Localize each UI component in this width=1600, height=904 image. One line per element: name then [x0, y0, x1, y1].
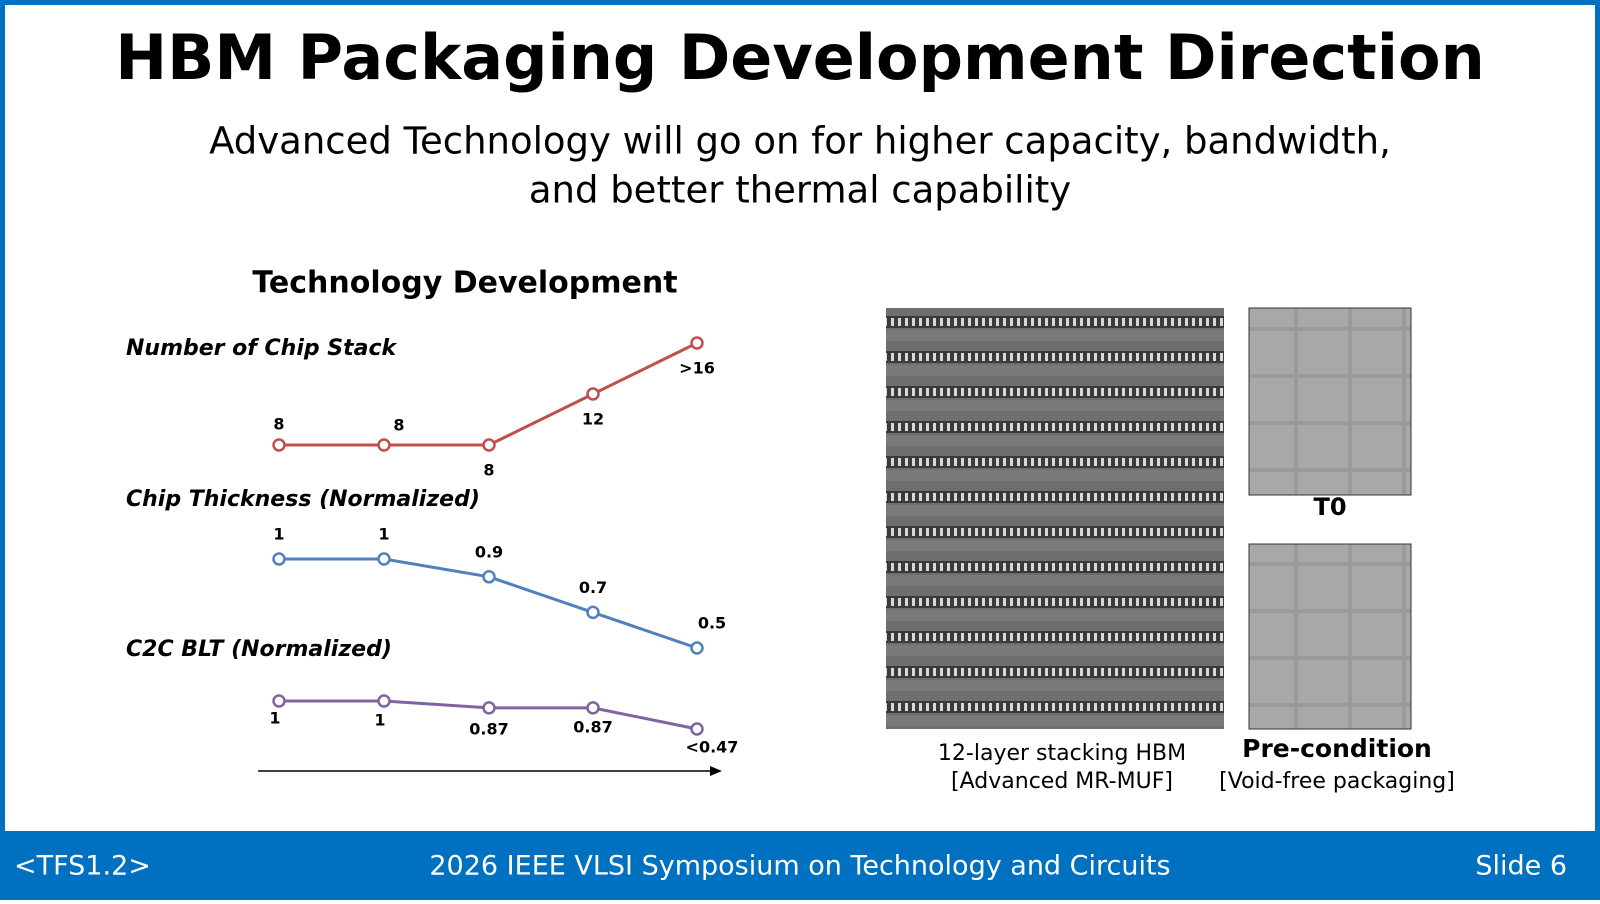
- cross-section-image: [886, 308, 1224, 729]
- data-label: 8: [273, 415, 284, 434]
- data-label: 0.9: [475, 542, 503, 561]
- data-label: 1: [374, 711, 385, 730]
- data-label: >16: [679, 359, 715, 378]
- data-label: 0.87: [469, 719, 508, 738]
- figure-caption: Pre-condition: [1242, 734, 1432, 763]
- x-arrow-head: [710, 766, 722, 776]
- data-label: 1: [269, 709, 280, 728]
- t0-image: [1248, 307, 1412, 496]
- data-label: 1: [378, 525, 389, 544]
- footer-bar: [0, 831, 1600, 900]
- data-label: <0.47: [686, 738, 739, 757]
- slide-title: HBM Packaging Development Direction: [115, 21, 1485, 94]
- data-point: [690, 641, 704, 655]
- figure-caption: [Advanced MR-MUF]: [951, 769, 1173, 794]
- data-point: [586, 387, 600, 401]
- footer-right: Slide 6: [1475, 851, 1567, 882]
- footer-left: <TFS1.2>: [14, 851, 151, 882]
- data-label: 1: [273, 525, 284, 544]
- data-point: [482, 570, 496, 584]
- series-label: C2C BLT (Normalized): [126, 637, 392, 662]
- figure-caption: 12-layer stacking HBM: [938, 741, 1186, 766]
- data-point: [272, 552, 286, 566]
- data-point: [586, 701, 600, 715]
- cross-section: [886, 308, 1224, 729]
- series-label: Chip Thickness (Normalized): [126, 487, 480, 512]
- data-label: 8: [393, 416, 404, 435]
- precondition-image: [1248, 543, 1412, 730]
- data-point: [377, 694, 391, 708]
- data-point: [482, 701, 496, 715]
- data-label: 0.5: [698, 614, 726, 633]
- figure-caption: [Void-free packaging]: [1219, 769, 1455, 794]
- data-point: [482, 438, 496, 452]
- data-point: [690, 722, 704, 736]
- data-point: [586, 605, 600, 620]
- data-point: [272, 438, 286, 452]
- figure-caption: T0: [1313, 493, 1346, 521]
- series-label: Number of Chip Stack: [126, 336, 398, 361]
- chart: Technology Development Number of Chip St…: [126, 266, 739, 776]
- footer-center: 2026 IEEE VLSI Symposium on Technology a…: [429, 851, 1170, 882]
- data-point: [272, 694, 286, 708]
- data-point: [377, 552, 391, 566]
- subtitle: Advanced Technology will go on for highe…: [209, 120, 1391, 163]
- data-point: [377, 438, 391, 452]
- data-label: 8: [483, 461, 494, 480]
- data-label: 0.7: [579, 578, 607, 597]
- data-point: [690, 336, 704, 350]
- data-label: 0.87: [573, 717, 612, 736]
- chart-title: Technology Development: [252, 266, 677, 301]
- subtitle: and better thermal capability: [529, 169, 1071, 212]
- data-label: 12: [582, 410, 604, 429]
